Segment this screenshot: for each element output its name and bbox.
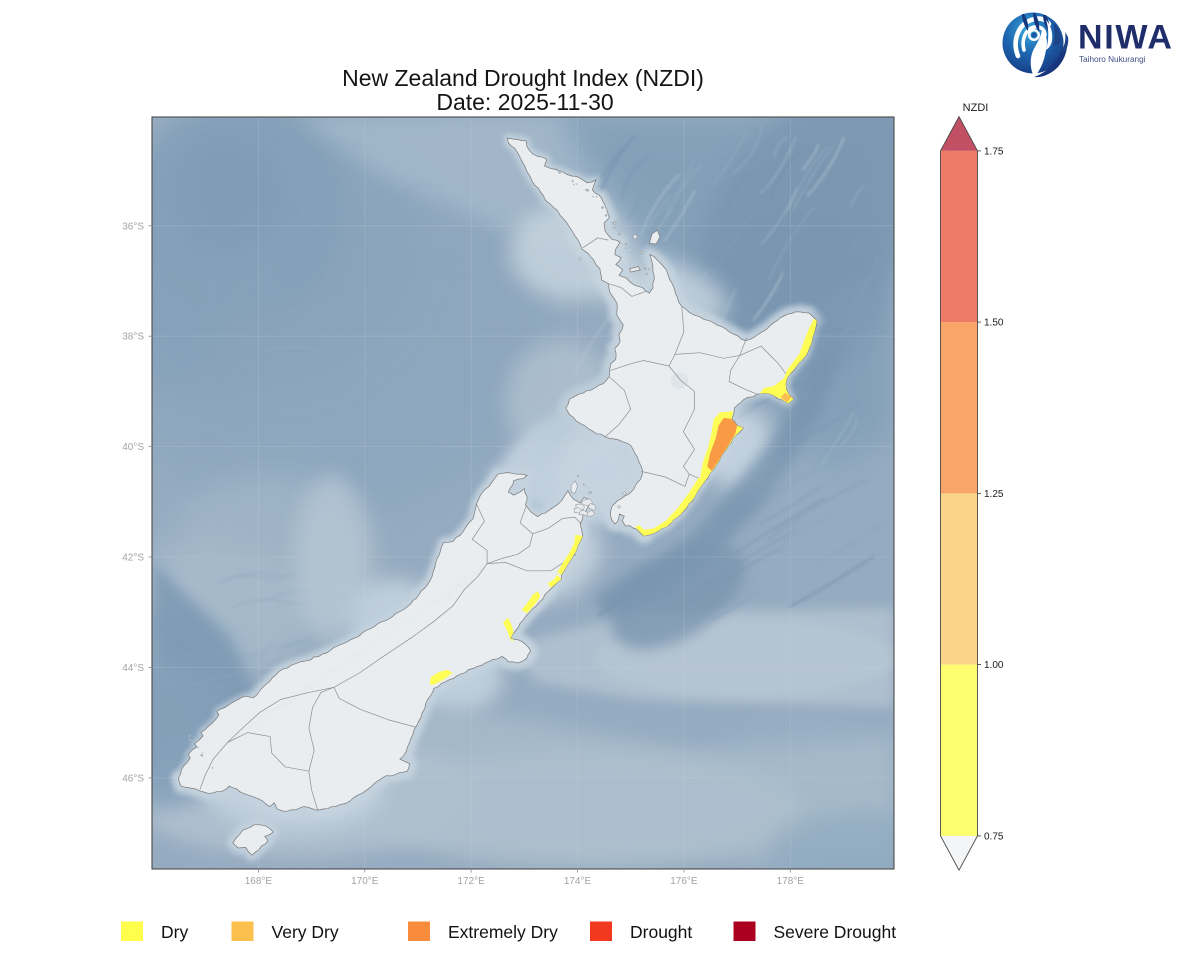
svg-text:0.75: 0.75 — [984, 831, 1004, 842]
svg-text:38°S: 38°S — [122, 332, 144, 343]
svg-text:New Zealand Drought Index (NZD: New Zealand Drought Index (NZDI) — [342, 65, 704, 91]
svg-text:NZDI: NZDI — [963, 102, 989, 114]
svg-text:176°E: 176°E — [670, 876, 698, 887]
svg-text:Drought: Drought — [630, 922, 692, 942]
svg-text:168°E: 168°E — [245, 876, 273, 887]
svg-text:46°S: 46°S — [122, 773, 144, 784]
svg-text:1.25: 1.25 — [984, 489, 1004, 500]
svg-text:1.75: 1.75 — [984, 146, 1004, 157]
svg-text:1.00: 1.00 — [984, 660, 1004, 671]
svg-text:174°E: 174°E — [564, 876, 592, 887]
svg-text:42°S: 42°S — [122, 553, 144, 564]
svg-text:178°E: 178°E — [777, 876, 805, 887]
svg-text:Date: 2025-11-30: Date: 2025-11-30 — [436, 89, 613, 115]
svg-text:Extremely Dry: Extremely Dry — [448, 922, 558, 942]
svg-text:NIWA: NIWA — [1078, 19, 1174, 57]
svg-text:Taihoro Nukurangi: Taihoro Nukurangi — [1079, 55, 1146, 64]
svg-text:36°S: 36°S — [122, 221, 144, 232]
svg-text:44°S: 44°S — [122, 663, 144, 674]
svg-text:40°S: 40°S — [122, 442, 144, 453]
svg-text:170°E: 170°E — [351, 876, 379, 887]
svg-text:172°E: 172°E — [457, 876, 485, 887]
svg-text:Very Dry: Very Dry — [272, 922, 339, 942]
svg-text:Severe Drought: Severe Drought — [774, 922, 897, 942]
svg-text:1.50: 1.50 — [984, 318, 1004, 329]
svg-text:Dry: Dry — [161, 922, 188, 942]
